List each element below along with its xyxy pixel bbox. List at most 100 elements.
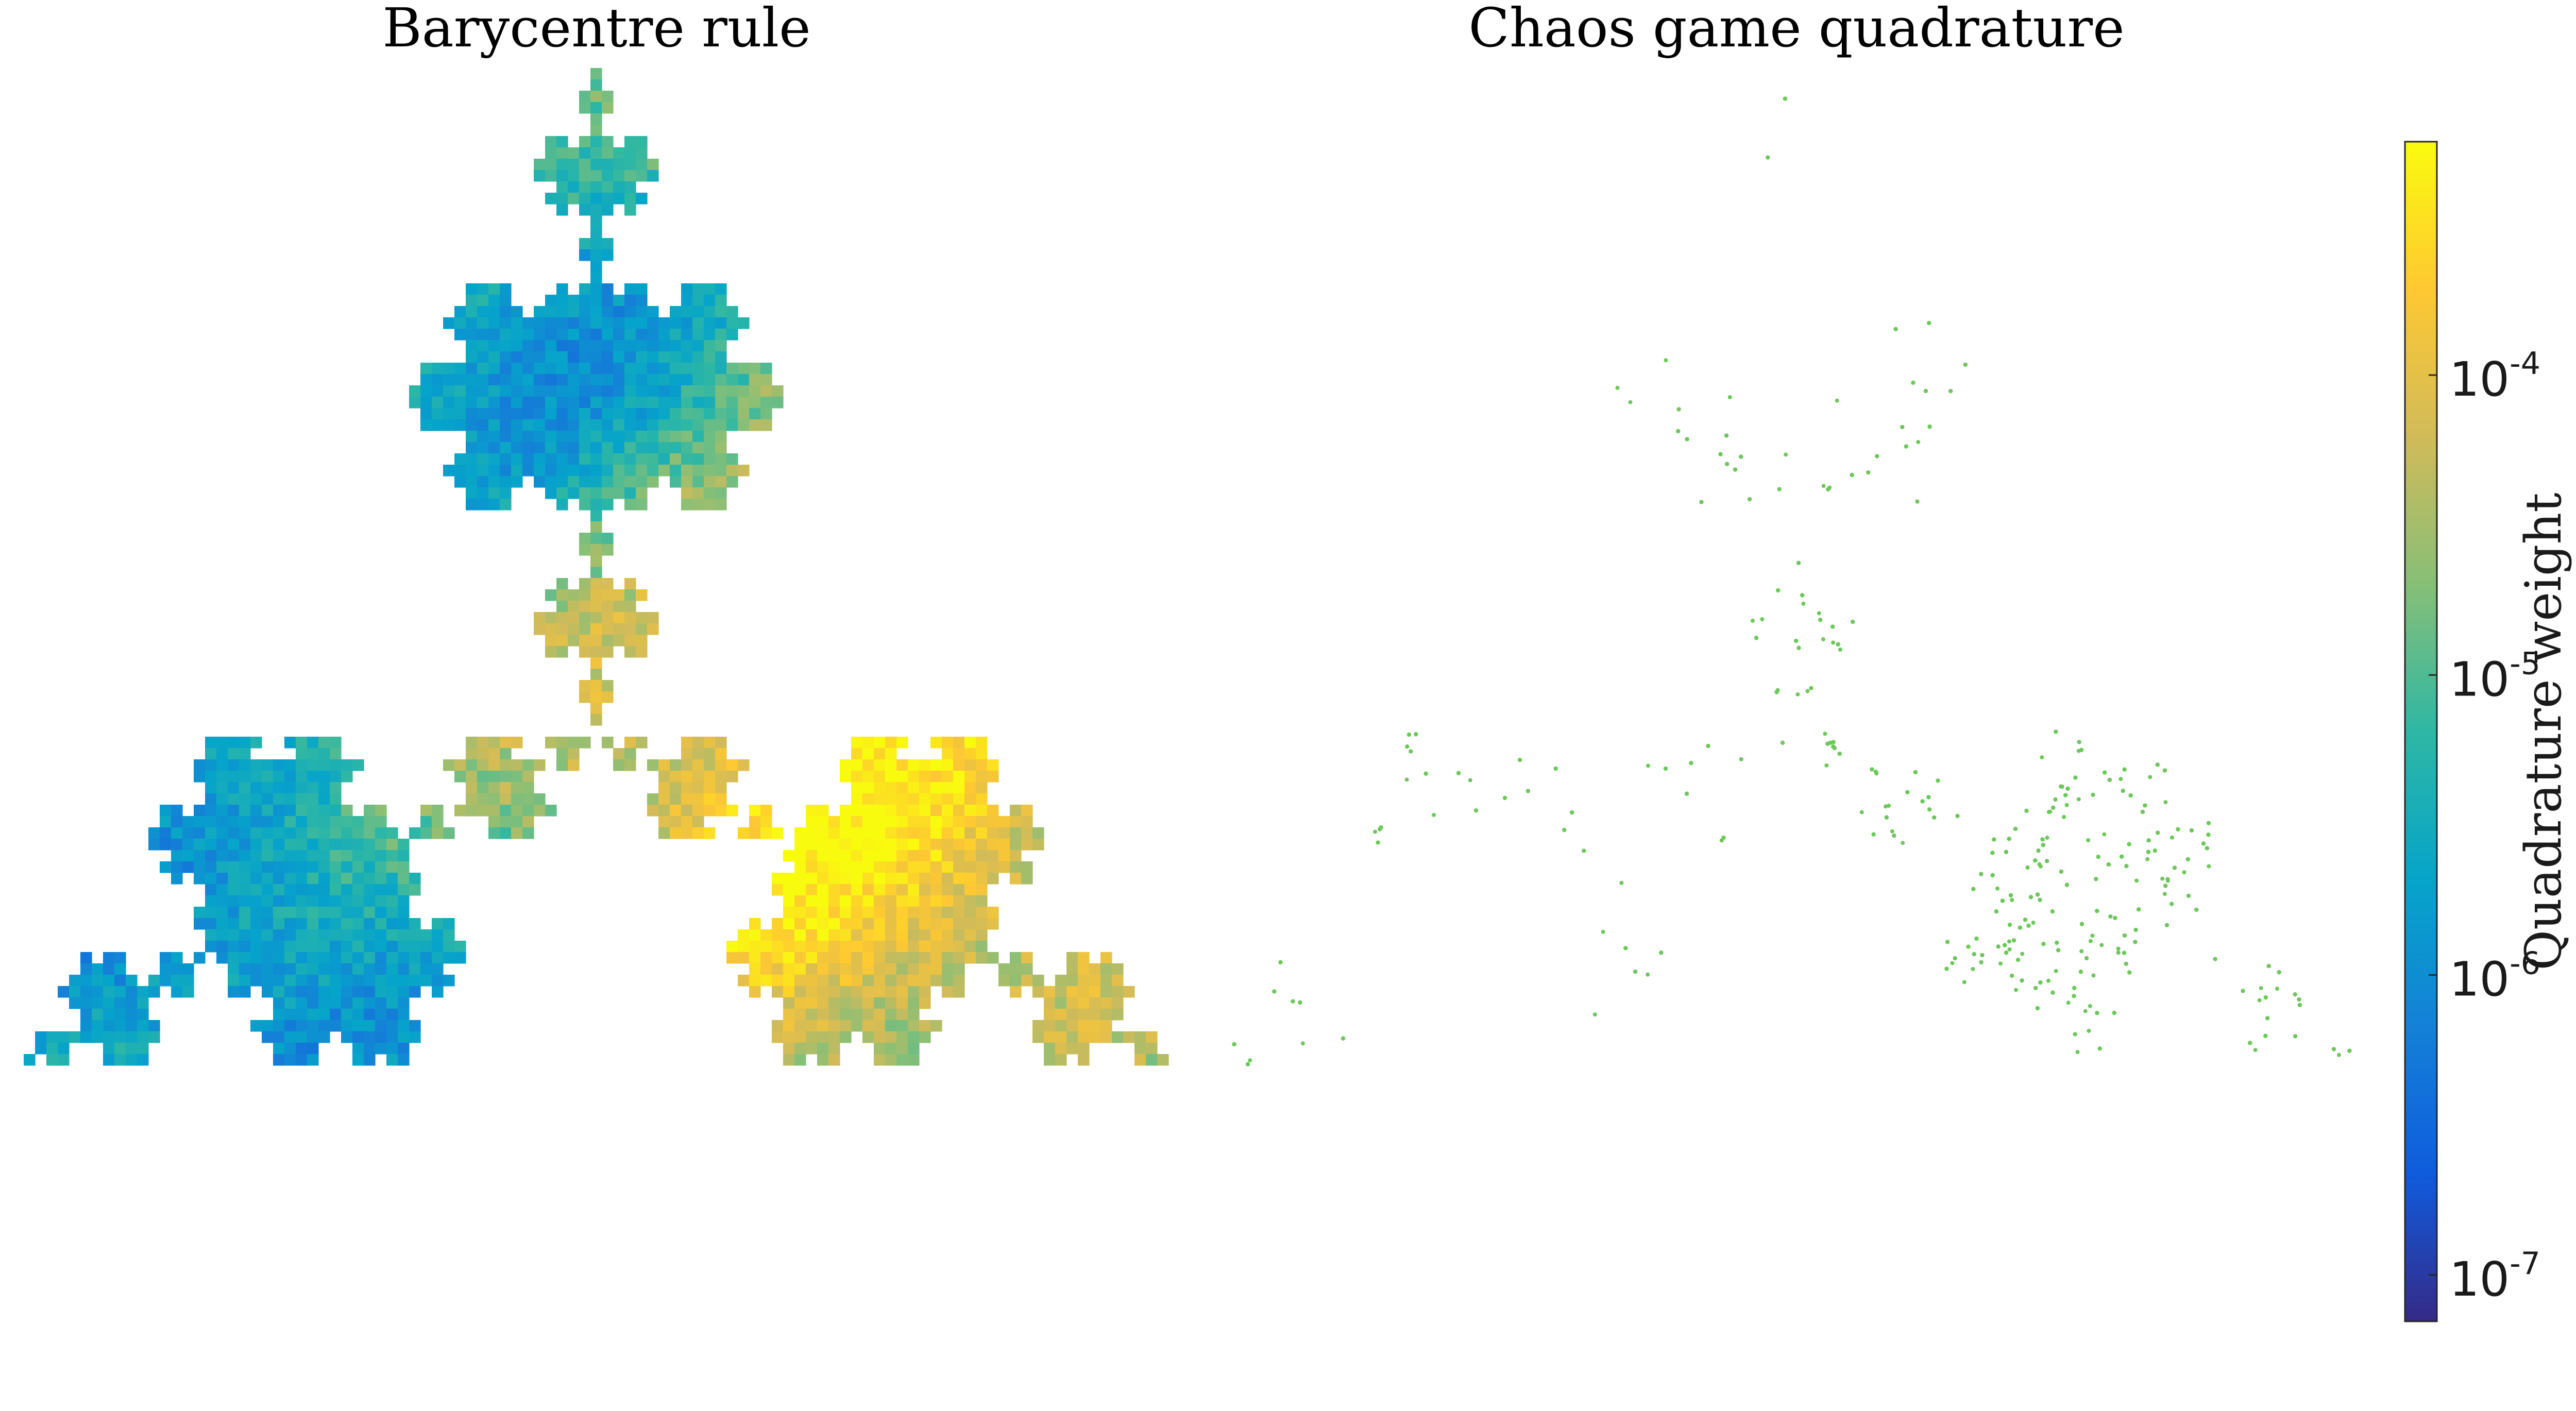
heatmap-cell [364, 839, 376, 851]
colorbar-tick-label: 10-4 [2449, 346, 2540, 407]
heatmap-cell [466, 793, 478, 805]
chaos-game-point [2146, 838, 2151, 843]
heatmap-cell [828, 1020, 840, 1032]
heatmap-cell [851, 997, 863, 1009]
heatmap-cell [126, 986, 138, 998]
heatmap-cell [488, 306, 500, 318]
heatmap-cell [783, 1020, 795, 1032]
heatmap-cell [590, 170, 602, 182]
chaos-game-point [2004, 849, 2008, 854]
heatmap-cell [318, 907, 330, 919]
heatmap-cell [749, 986, 761, 998]
heatmap-cell [545, 136, 557, 148]
heatmap-cell [942, 963, 954, 975]
heatmap-cell [454, 329, 466, 341]
heatmap-cell [896, 771, 908, 783]
heatmap-cell [364, 1009, 376, 1021]
heatmap-cell [760, 805, 772, 817]
heatmap-cell [534, 465, 546, 477]
heatmap-cell [296, 748, 308, 760]
heatmap-cell [919, 839, 931, 851]
heatmap-cell [284, 907, 296, 919]
heatmap-cell [715, 397, 727, 409]
heatmap-cell [930, 918, 942, 930]
heatmap-cell [874, 941, 886, 953]
chaos-game-point [1972, 952, 1976, 957]
heatmap-cell [670, 408, 682, 420]
heatmap-cell [670, 805, 682, 817]
chaos-game-point [2127, 970, 2132, 975]
heatmap-cell [488, 374, 500, 386]
heatmap-cell [454, 453, 466, 465]
chaos-game-point [1871, 832, 1876, 837]
heatmap-cell [568, 193, 580, 205]
heatmap-cell [704, 748, 716, 760]
heatmap-cell [114, 1009, 126, 1021]
heatmap-cell [681, 363, 693, 375]
heatmap-cell [568, 374, 580, 386]
chaos-game-point [1582, 848, 1586, 853]
chaos-game-point [1781, 740, 1785, 745]
heatmap-cell [364, 941, 376, 953]
heatmap-cell [715, 737, 727, 749]
heatmap-cell [386, 975, 398, 987]
heatmap-cell [806, 1009, 818, 1021]
heatmap-cell [364, 929, 376, 941]
chaos-game-point [2347, 1048, 2352, 1053]
heatmap-cell [624, 635, 636, 647]
heatmap-cell [318, 850, 330, 862]
chaos-game-point [1246, 1062, 1250, 1066]
heatmap-cell [488, 453, 500, 465]
heatmap-cell [885, 771, 897, 783]
heatmap-cell [953, 861, 965, 873]
chaos-game-point [2140, 810, 2145, 814]
heatmap-cell [1078, 997, 1090, 1009]
chaos-game-point [1998, 961, 2003, 966]
heatmap-cell [488, 363, 500, 375]
heatmap-cell [330, 805, 342, 817]
chaos-game-point [1699, 500, 1704, 504]
heatmap-cell [477, 374, 489, 386]
heatmap-cell [1010, 805, 1022, 817]
heatmap-cell [239, 861, 251, 873]
chaos-game-point [2163, 800, 2168, 805]
heatmap-cell [704, 499, 716, 511]
heatmap-cell [500, 408, 512, 420]
chaos-game-point [1423, 771, 1428, 776]
heatmap-cell [738, 759, 750, 771]
heatmap-cell [1100, 963, 1112, 975]
chaos-game-point [2031, 921, 2036, 925]
heatmap-cell [772, 385, 784, 397]
heatmap-cell [613, 476, 625, 488]
heatmap-cell [375, 975, 387, 987]
heatmap-cell [760, 975, 772, 987]
heatmap-cell [613, 408, 625, 420]
chaos-game-point [2206, 832, 2211, 837]
heatmap-cell [670, 397, 682, 409]
heatmap-cell [681, 499, 693, 511]
heatmap-cell [273, 952, 285, 964]
heatmap-cell [670, 476, 682, 488]
heatmap-cell [375, 861, 387, 873]
heatmap-cell [454, 419, 466, 431]
heatmap-cell [602, 306, 614, 318]
heatmap-cell [318, 1009, 330, 1021]
heatmap-cell [239, 929, 251, 941]
heatmap-cell [885, 918, 897, 930]
heatmap-cell [466, 351, 478, 363]
heatmap-cell [432, 805, 444, 817]
heatmap-cell [964, 884, 976, 896]
heatmap-cell [1044, 986, 1056, 998]
chaos-game-point [2155, 762, 2160, 767]
heatmap-cell [409, 918, 421, 930]
heatmap-cell [273, 907, 285, 919]
heatmap-cell [488, 476, 500, 488]
heatmap-cell [375, 1020, 387, 1032]
heatmap-cell [205, 748, 217, 760]
heatmap-cell [976, 748, 988, 760]
heatmap-cell [613, 397, 625, 409]
chaos-game-point [2102, 832, 2107, 837]
colorbar-ticks: 10-410-510-610-7 [2429, 346, 2540, 1307]
heatmap-cell [862, 748, 874, 760]
heatmap-cell [590, 499, 602, 511]
